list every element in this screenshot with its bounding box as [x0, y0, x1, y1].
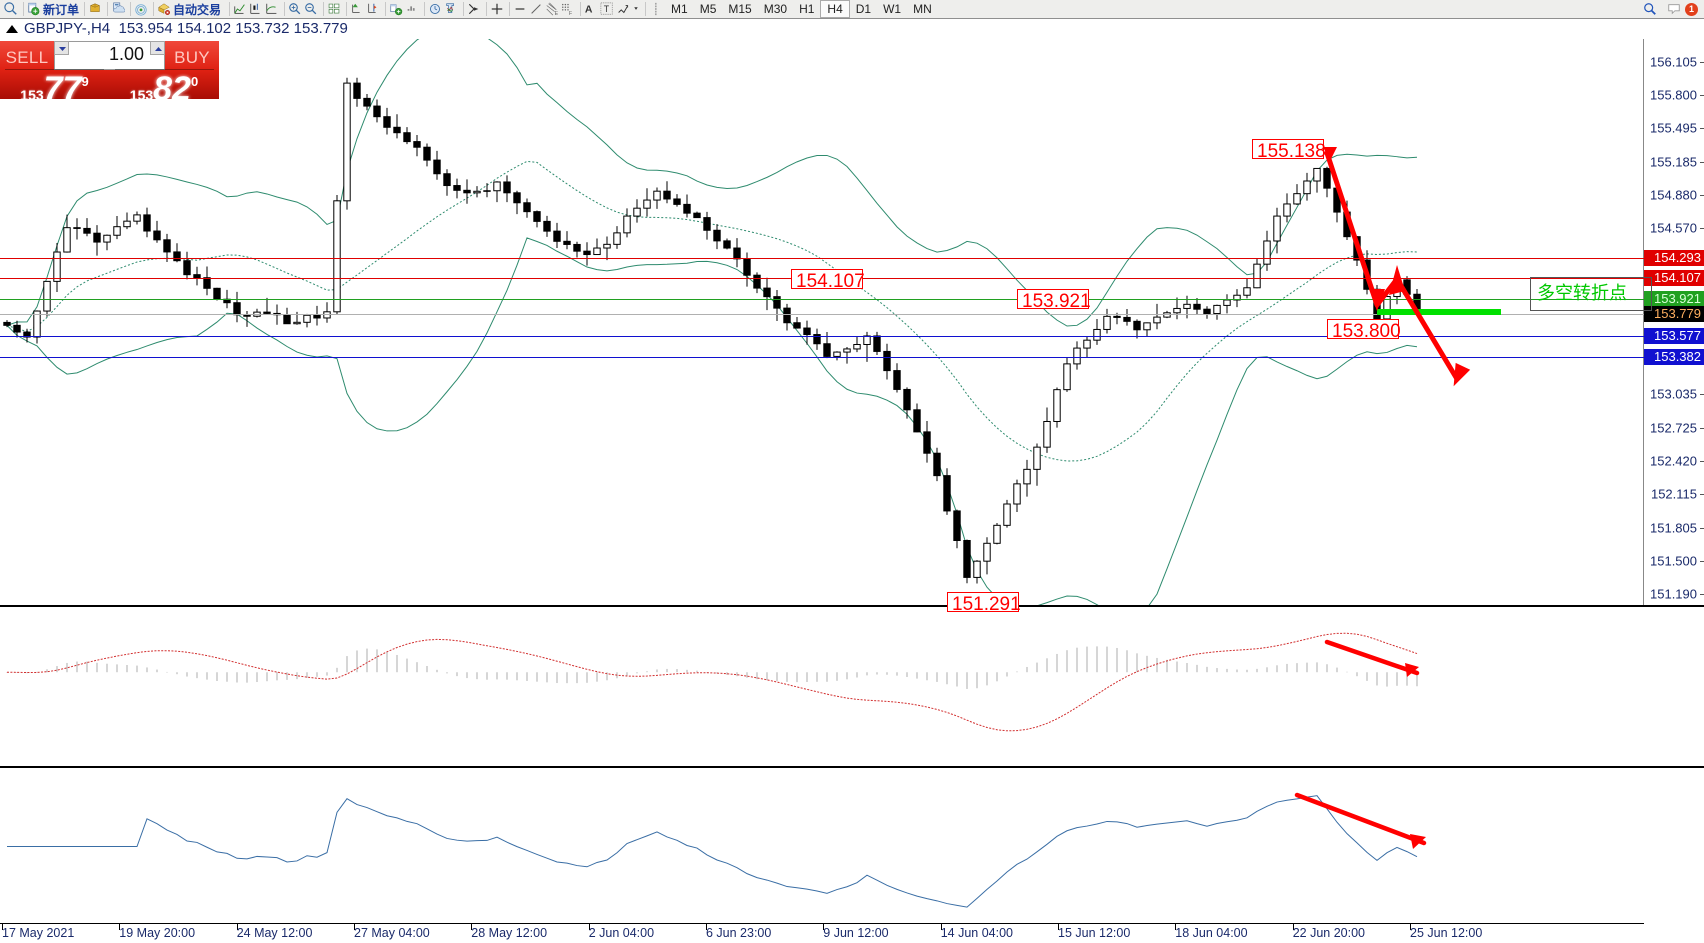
svg-text:A: A: [585, 4, 593, 16]
svg-text:T: T: [604, 4, 610, 14]
svg-text:F: F: [569, 11, 572, 16]
svg-text:E: E: [555, 11, 559, 16]
